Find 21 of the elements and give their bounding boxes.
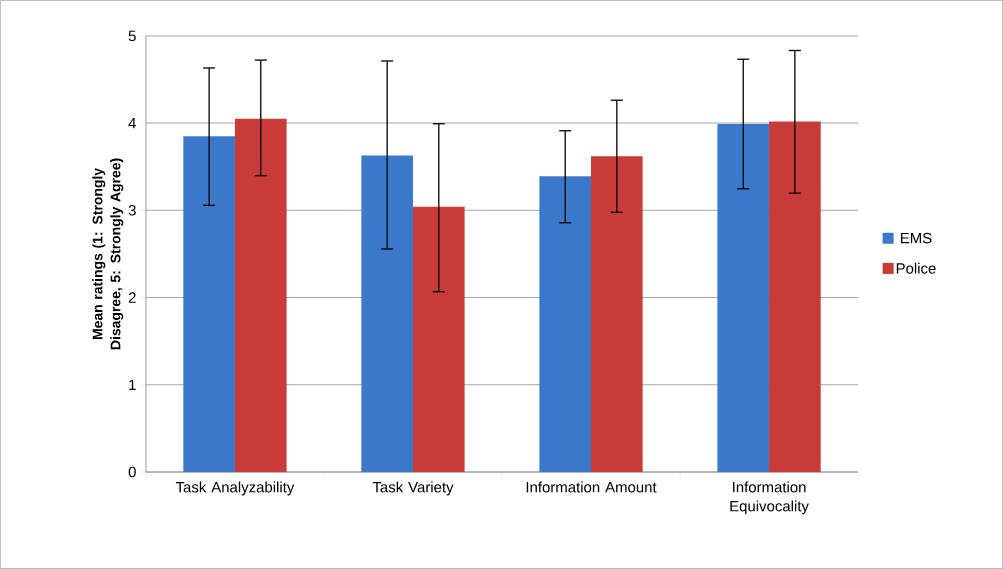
bar <box>591 156 643 473</box>
y-tick-label: 2 <box>128 292 136 303</box>
legend-label: Police <box>896 262 936 274</box>
y-tick-label: 5 <box>128 30 136 42</box>
bar <box>183 136 235 473</box>
x-tick-label: Task Variety <box>372 481 454 496</box>
bar <box>361 155 413 473</box>
y-tick-label: 1 <box>129 379 136 390</box>
y-axis-title: Mean ratings (1: Strongly Disagree, 5: Strongly Agree) <box>92 158 124 350</box>
bar <box>539 176 592 473</box>
bar <box>234 118 287 473</box>
y-tick-label: 4 <box>128 118 136 129</box>
x-tick-label: Information Amount <box>526 481 657 493</box>
y-tick-label: 3 <box>128 205 136 216</box>
bar <box>717 124 770 473</box>
x-tick-label: Information Equivocality <box>730 481 809 515</box>
y-tick-label: 0 <box>128 466 136 478</box>
x-tick-label: Task Analyzability <box>175 481 295 496</box>
legend-label: EMS <box>901 232 932 244</box>
bar <box>412 206 465 473</box>
bar <box>769 121 821 473</box>
